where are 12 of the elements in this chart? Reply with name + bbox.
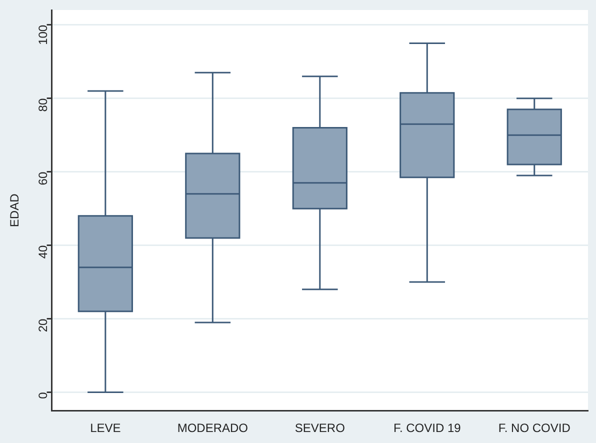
y-tick-label: 0 <box>36 392 50 399</box>
x-tick-label: F. NO COVID <box>498 421 571 436</box>
y-tick-label: 40 <box>36 244 50 259</box>
y-tick-label: 80 <box>36 98 50 112</box>
x-tick-label: F. COVID 19 <box>393 421 462 436</box>
x-tick-label: SEVERO <box>294 421 345 436</box>
x-tick-label: MODERADO <box>177 421 248 436</box>
y-tick-label: 20 <box>36 318 50 332</box>
y-tick-label: 60 <box>36 172 50 186</box>
y-tick-label: 100 <box>36 24 50 45</box>
x-tick-label: LEVE <box>90 421 121 436</box>
y-axis-title: EDAD <box>8 193 22 228</box>
